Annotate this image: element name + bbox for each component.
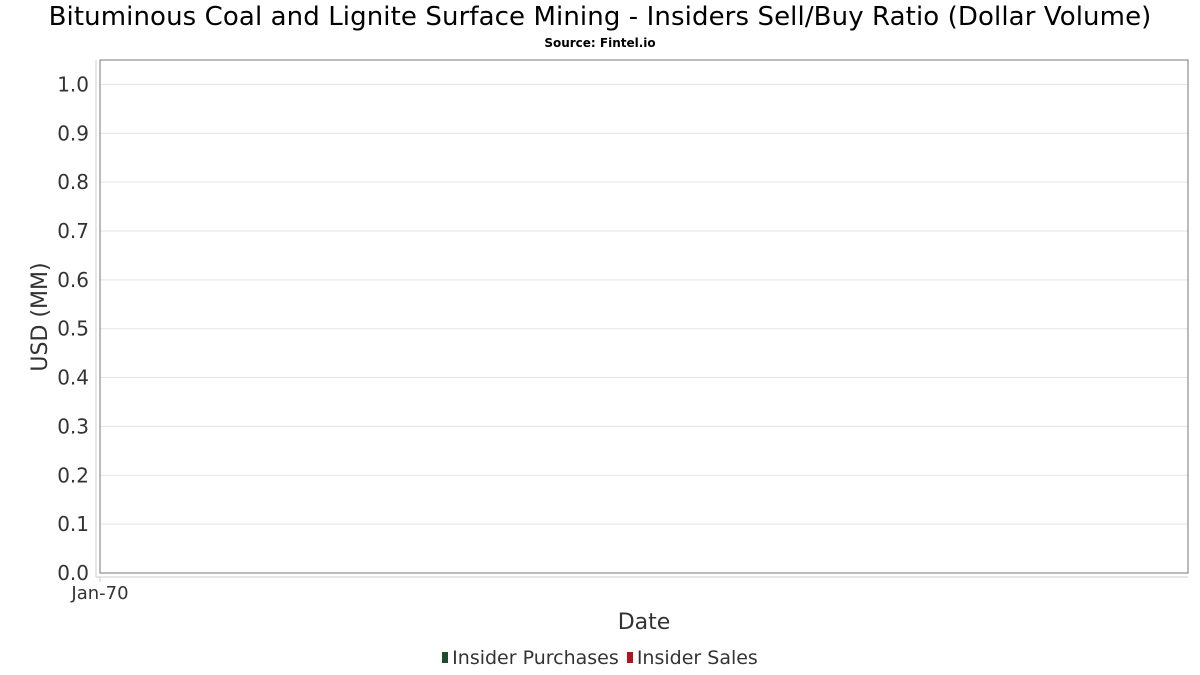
legend: Insider Purchases Insider Sales	[0, 647, 1200, 669]
legend-label-sales: Insider Sales	[636, 647, 758, 669]
x-axis-label: Date	[618, 610, 671, 635]
y-tick-label: 0.5	[57, 317, 89, 341]
grid-lines	[100, 83, 1188, 525]
y-tick-label: 0.4	[57, 366, 89, 390]
legend-item-sales: Insider Sales	[626, 647, 758, 669]
legend-item-purchases: Insider Purchases	[442, 647, 619, 669]
y-axis-ticks: 0.0 0.1 0.2 0.3 0.4 0.5 0.6 0.7 0.8 0.9 1.0	[57, 72, 89, 585]
x-axis-ticks: Jan-70	[70, 577, 129, 604]
y-tick-label: 0.2	[57, 463, 89, 487]
y-tick-label: 0.3	[57, 414, 89, 438]
legend-swatch-sales	[626, 652, 633, 663]
y-tick-label: 0.7	[57, 219, 89, 243]
y-tick-label: 0.9	[57, 121, 89, 145]
chart-title: Bituminous Coal and Lignite Surface Mini…	[48, 2, 1152, 32]
y-tick-label: 0.6	[57, 268, 89, 292]
y-tick-label: 0.0	[57, 561, 89, 585]
y-tick-label: 0.8	[57, 170, 89, 194]
legend-swatch-purchases	[442, 652, 449, 663]
y-tick-label: 1.0	[57, 72, 89, 96]
legend-label-purchases: Insider Purchases	[452, 647, 619, 669]
x-tick-label: Jan-70	[70, 583, 128, 604]
plot-frame	[99, 59, 1189, 574]
y-axis-label: USD (MM)	[28, 262, 53, 371]
y-tick-label: 0.1	[57, 512, 89, 536]
chart-subtitle: Source: Fintel.io	[544, 36, 656, 50]
